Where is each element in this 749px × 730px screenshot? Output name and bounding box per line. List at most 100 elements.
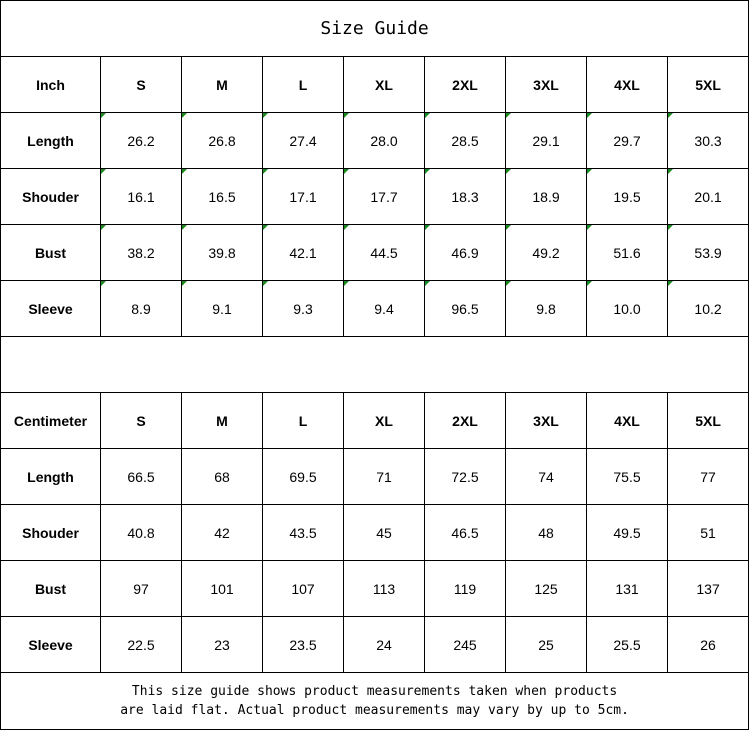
size-header: S	[100, 392, 182, 449]
measurement-cell: 42.1	[262, 224, 344, 281]
measurement-cell: 25.5	[586, 616, 668, 673]
measurement-cell: 53.9	[666, 224, 749, 281]
measurement-cell: 69.5	[262, 448, 344, 505]
table-row: Sleeve 8.9 9.1 9.3 9.4 96.5 9.8 10.0 10.2	[0, 280, 749, 337]
measurement-cell: 24	[343, 616, 425, 673]
measurement-cell: 16.1	[100, 168, 182, 225]
size-header: L	[262, 392, 344, 449]
row-label: Sleeve	[0, 280, 101, 337]
size-header: XL	[343, 56, 425, 113]
size-header: S	[100, 56, 182, 113]
measurement-cell: 46.5	[424, 504, 506, 561]
measurement-cell: 43.5	[262, 504, 344, 561]
measurement-cell: 28.5	[424, 112, 506, 169]
measurement-cell: 22.5	[100, 616, 182, 673]
measurement-cell: 26	[666, 616, 749, 673]
table-row: Sleeve 22.5 23 23.5 24 245 25 25.5 26	[0, 616, 749, 673]
table-row: Bust 38.2 39.8 42.1 44.5 46.9 49.2 51.6 53.9	[0, 224, 749, 281]
measurement-cell: 39.8	[181, 224, 263, 281]
row-label: Length	[0, 112, 101, 169]
measurement-cell: 107	[262, 560, 344, 617]
measurement-cell: 49.5	[586, 504, 668, 561]
size-header: 5XL	[666, 56, 749, 113]
measurement-cell: 16.5	[181, 168, 263, 225]
measurement-cell: 96.5	[424, 280, 506, 337]
measurement-cell: 49.2	[505, 224, 587, 281]
measurement-cell: 75.5	[586, 448, 668, 505]
measurement-cell: 27.4	[262, 112, 344, 169]
measurement-cell: 131	[586, 560, 668, 617]
measurement-cell: 26.8	[181, 112, 263, 169]
row-label: Length	[0, 448, 101, 505]
measurement-cell: 23	[181, 616, 263, 673]
size-header: M	[181, 56, 263, 113]
measurement-cell: 18.9	[505, 168, 587, 225]
size-header: M	[181, 392, 263, 449]
table-row: Length 26.2 26.8 27.4 28.0 28.5 29.1 29.7 30.3	[0, 112, 749, 169]
measurement-cell: 77	[666, 448, 749, 505]
measurement-cell: 48	[505, 504, 587, 561]
measurement-cell: 29.7	[586, 112, 668, 169]
measurement-cell: 66.5	[100, 448, 182, 505]
measurement-cell: 9.3	[262, 280, 344, 337]
row-label: Bust	[0, 560, 101, 617]
measurement-cell: 10.0	[586, 280, 668, 337]
size-header: 3XL	[505, 392, 587, 449]
measurement-cell: 26.2	[100, 112, 182, 169]
row-label: Shouder	[0, 168, 101, 225]
size-header: 4XL	[586, 392, 668, 449]
measurement-cell: 9.1	[181, 280, 263, 337]
measurement-cell: 23.5	[262, 616, 344, 673]
measurement-cell: 245	[424, 616, 506, 673]
measurement-cell: 17.1	[262, 168, 344, 225]
page-title: Size Guide	[0, 0, 749, 57]
size-header: L	[262, 56, 344, 113]
measurement-cell: 137	[666, 560, 749, 617]
footer-line: are laid flat. Actual product measuremen…	[120, 703, 629, 718]
measurement-cell: 40.8	[100, 504, 182, 561]
table-row: Length 66.5 68 69.5 71 72.5 74 75.5 77	[0, 448, 749, 505]
measurement-cell: 72.5	[424, 448, 506, 505]
footer-line: This size guide shows product measuremen…	[131, 684, 618, 699]
measurement-cell: 29.1	[505, 112, 587, 169]
measurement-cell: 74	[505, 448, 587, 505]
measurement-cell: 17.7	[343, 168, 425, 225]
table-row: Shouder 16.1 16.5 17.1 17.7 18.3 18.9 19.5 20.1	[0, 168, 749, 225]
size-header: 4XL	[586, 56, 668, 113]
measurement-cell: 51.6	[586, 224, 668, 281]
measurement-cell: 8.9	[100, 280, 182, 337]
measurement-cell: 45	[343, 504, 425, 561]
measurement-cell: 125	[505, 560, 587, 617]
measurement-cell: 30.3	[666, 112, 749, 169]
measurement-cell: 51	[666, 504, 749, 561]
measurement-cell: 113	[343, 560, 425, 617]
header-row: Centimeter S M L XL 2XL 3XL 4XL 5XL	[0, 392, 749, 449]
row-label: Bust	[0, 224, 101, 281]
unit-header: Inch	[0, 56, 101, 113]
size-header: 2XL	[424, 56, 506, 113]
footer-row: This size guide shows product measuremen…	[0, 672, 749, 730]
measurement-cell: 9.4	[343, 280, 425, 337]
table-row: Shouder 40.8 42 43.5 45 46.5 48 49.5 51	[0, 504, 749, 561]
measurement-cell: 28.0	[343, 112, 425, 169]
header-row: Inch S M L XL 2XL 3XL 4XL 5XL	[0, 56, 749, 113]
measurement-cell: 44.5	[343, 224, 425, 281]
table-row: Bust 97 101 107 113 119 125 131 137	[0, 560, 749, 617]
measurement-cell: 38.2	[100, 224, 182, 281]
measurement-cell: 25	[505, 616, 587, 673]
measurement-cell: 19.5	[586, 168, 668, 225]
measurement-cell: 101	[181, 560, 263, 617]
measurement-cell: 42	[181, 504, 263, 561]
footer-note: This size guide shows product measuremen…	[0, 672, 749, 730]
measurement-cell: 9.8	[505, 280, 587, 337]
size-header: XL	[343, 392, 425, 449]
size-header: 5XL	[666, 392, 749, 449]
measurement-cell: 10.2	[666, 280, 749, 337]
spacer-cell	[0, 336, 749, 393]
measurement-cell: 119	[424, 560, 506, 617]
measurement-cell: 18.3	[424, 168, 506, 225]
unit-header: Centimeter	[0, 392, 101, 449]
size-header: 2XL	[424, 392, 506, 449]
size-header: 3XL	[505, 56, 587, 113]
